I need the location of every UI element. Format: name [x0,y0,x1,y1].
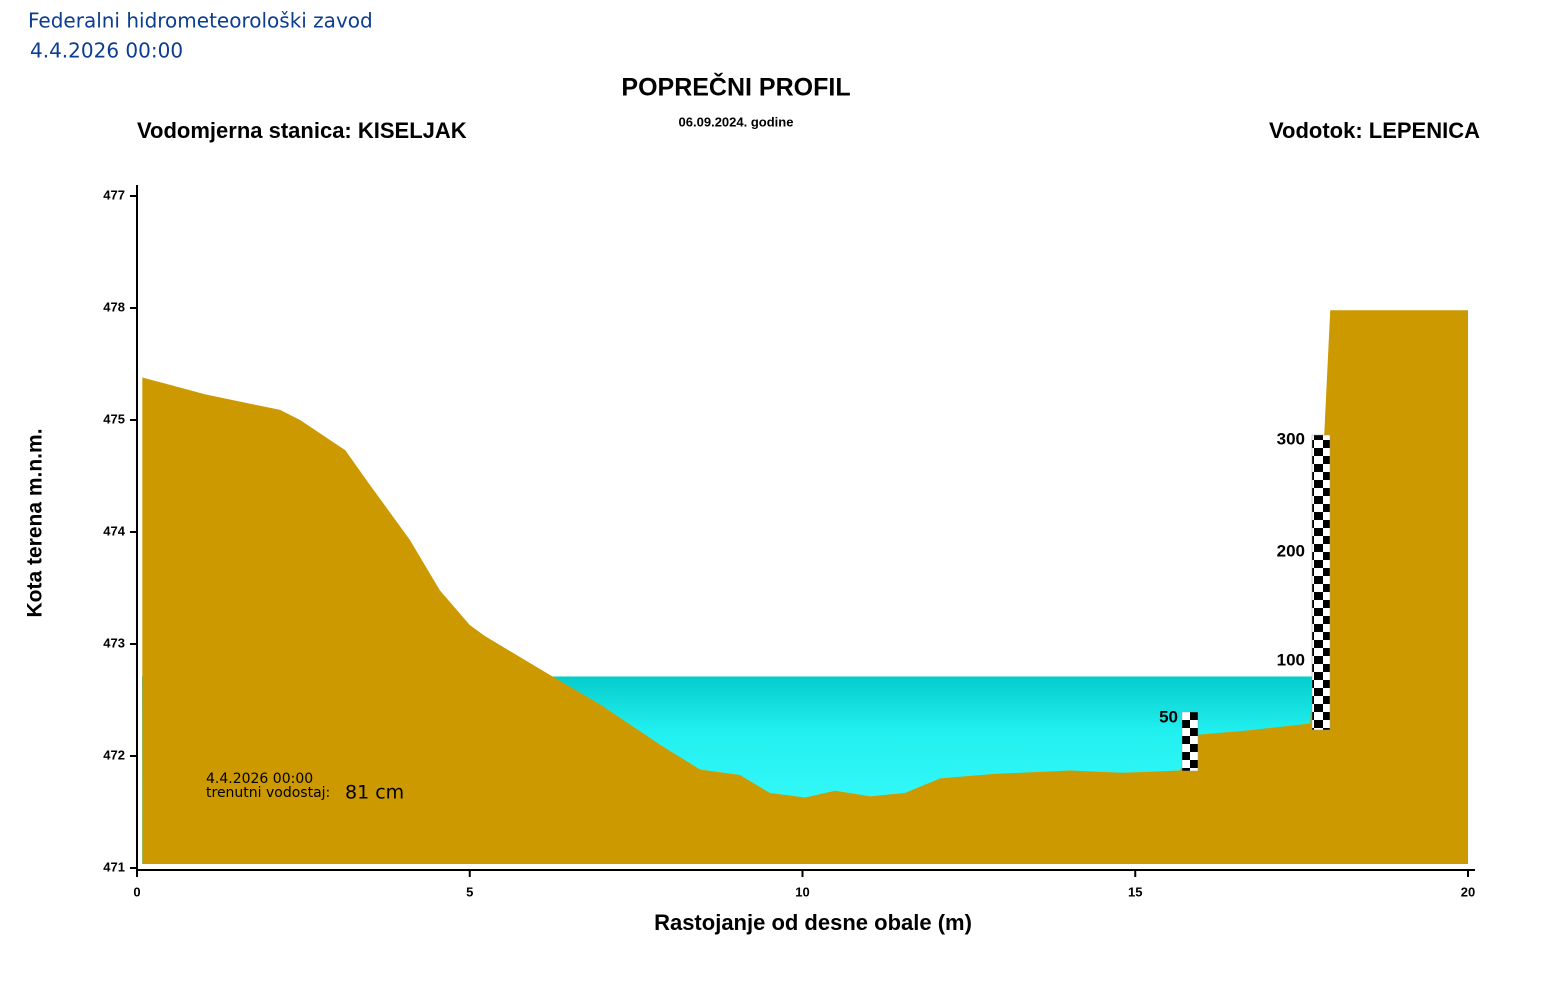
header-datetime: 4.4.2026 00:00 [30,39,183,63]
annotation-value: 81 cm [345,782,404,804]
y-axis-label: Kota terena m.n.m. [24,428,47,617]
gauge-board [1311,434,1331,731]
y-tick-label: 474 [103,523,125,538]
organization: Federalni hidrometeorološki zavod [28,9,373,33]
gauge-label: 200 [1277,541,1305,560]
y-tick-label: 472 [103,747,125,762]
gauge-label: 300 [1277,429,1305,448]
terrain [142,310,1469,864]
x-tick-label: 20 [1461,884,1475,899]
y-tick-label: 473 [103,635,125,650]
x-tick-label: 0 [133,884,140,899]
gauge-label: 50 [1159,707,1178,726]
gauge-board [1181,711,1199,772]
y-tick-label: 478 [103,299,125,314]
station: Vodomjerna stanica: KISELJAK [137,118,467,143]
x-tick-label: 15 [1128,884,1142,899]
x-tick-label: 10 [795,884,809,899]
chart-title: POPREČNI PROFIL [621,72,850,102]
chart-subtitle: 06.09.2024. godine [679,114,794,129]
y-tick-label: 471 [103,859,125,874]
x-tick-label: 5 [466,884,473,899]
y-tick-label: 475 [103,411,125,426]
river: Vodotok: LEPENICA [1269,118,1480,143]
y-tick-label: 477 [103,187,125,202]
x-axis-label: Rastojanje od desne obale (m) [654,910,972,935]
annotation-datetime: 4.4.2026 00:00 [206,771,313,787]
plot: 471 472 473 474 475 478 477 0 5 10 15 20 [103,185,1475,899]
annotation-label: trenutni vodostaj: [206,785,330,801]
gauge-label: 100 [1277,650,1305,669]
